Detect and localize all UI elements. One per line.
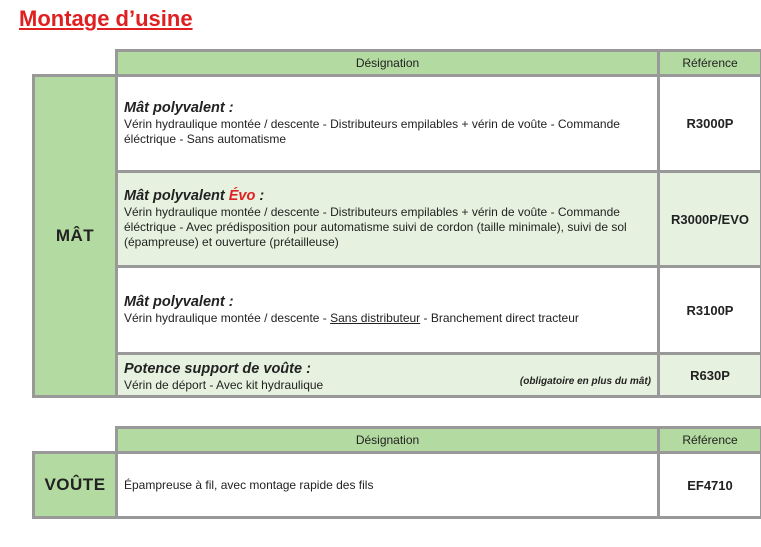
product-reference: R3100P [657,265,761,355]
reference-header: Référence [657,426,761,454]
product-description: Vérin hydraulique montée / descente - Di… [124,205,627,249]
product-description: Épampreuse à fil, avec montage rapide de… [124,477,374,492]
name-suffix: : [255,188,265,204]
product-reference: R3000P [657,74,761,173]
group-label-mat: MÂT [32,74,118,398]
table-row-desc: Potence support de voûte : Vérin de dépo… [115,352,660,398]
product-name: Mât polyvalent : [124,100,234,116]
product-reference: R630P [657,352,761,398]
group-label-voute: VOÛTE [32,451,118,519]
desc-text: - Branchement direct tracteur [420,311,579,325]
product-description: Vérin hydraulique montée / descente - Sa… [124,311,651,326]
name-text: Mât polyvalent [124,188,229,204]
table-row-desc: Mât polyvalent : Vérin hydraulique monté… [115,74,660,173]
table-row-desc: Épampreuse à fil, avec montage rapide de… [115,451,660,519]
product-note: (obligatoire en plus du mât) [519,376,651,387]
product-name: Mât polyvalent Évo : [124,188,651,205]
desc-underlined: Sans distributeur [330,311,421,325]
designation-header: Désignation [115,426,660,454]
designation-header: Désignation [115,49,660,77]
product-name: Potence support de voûte : [124,361,311,377]
product-description: Vérin hydraulique montée / descente - Di… [124,117,620,146]
product-reference: R3000P/EVO [657,170,761,268]
table-row-desc: Mât polyvalent Évo : Vérin hydraulique m… [115,170,660,268]
product-description: Vérin de déport - Avec kit hydraulique [124,378,324,392]
evo-highlight: Évo [228,188,256,204]
reference-header: Référence [657,49,761,77]
page-title: Montage d’usine [19,6,193,31]
product-name: Mât polyvalent : [124,294,234,310]
desc-text: Vérin hydraulique montée / descente - [124,311,331,325]
product-reference: EF4710 [657,451,761,519]
table-row-desc: Mât polyvalent : Vérin hydraulique monté… [115,265,660,355]
